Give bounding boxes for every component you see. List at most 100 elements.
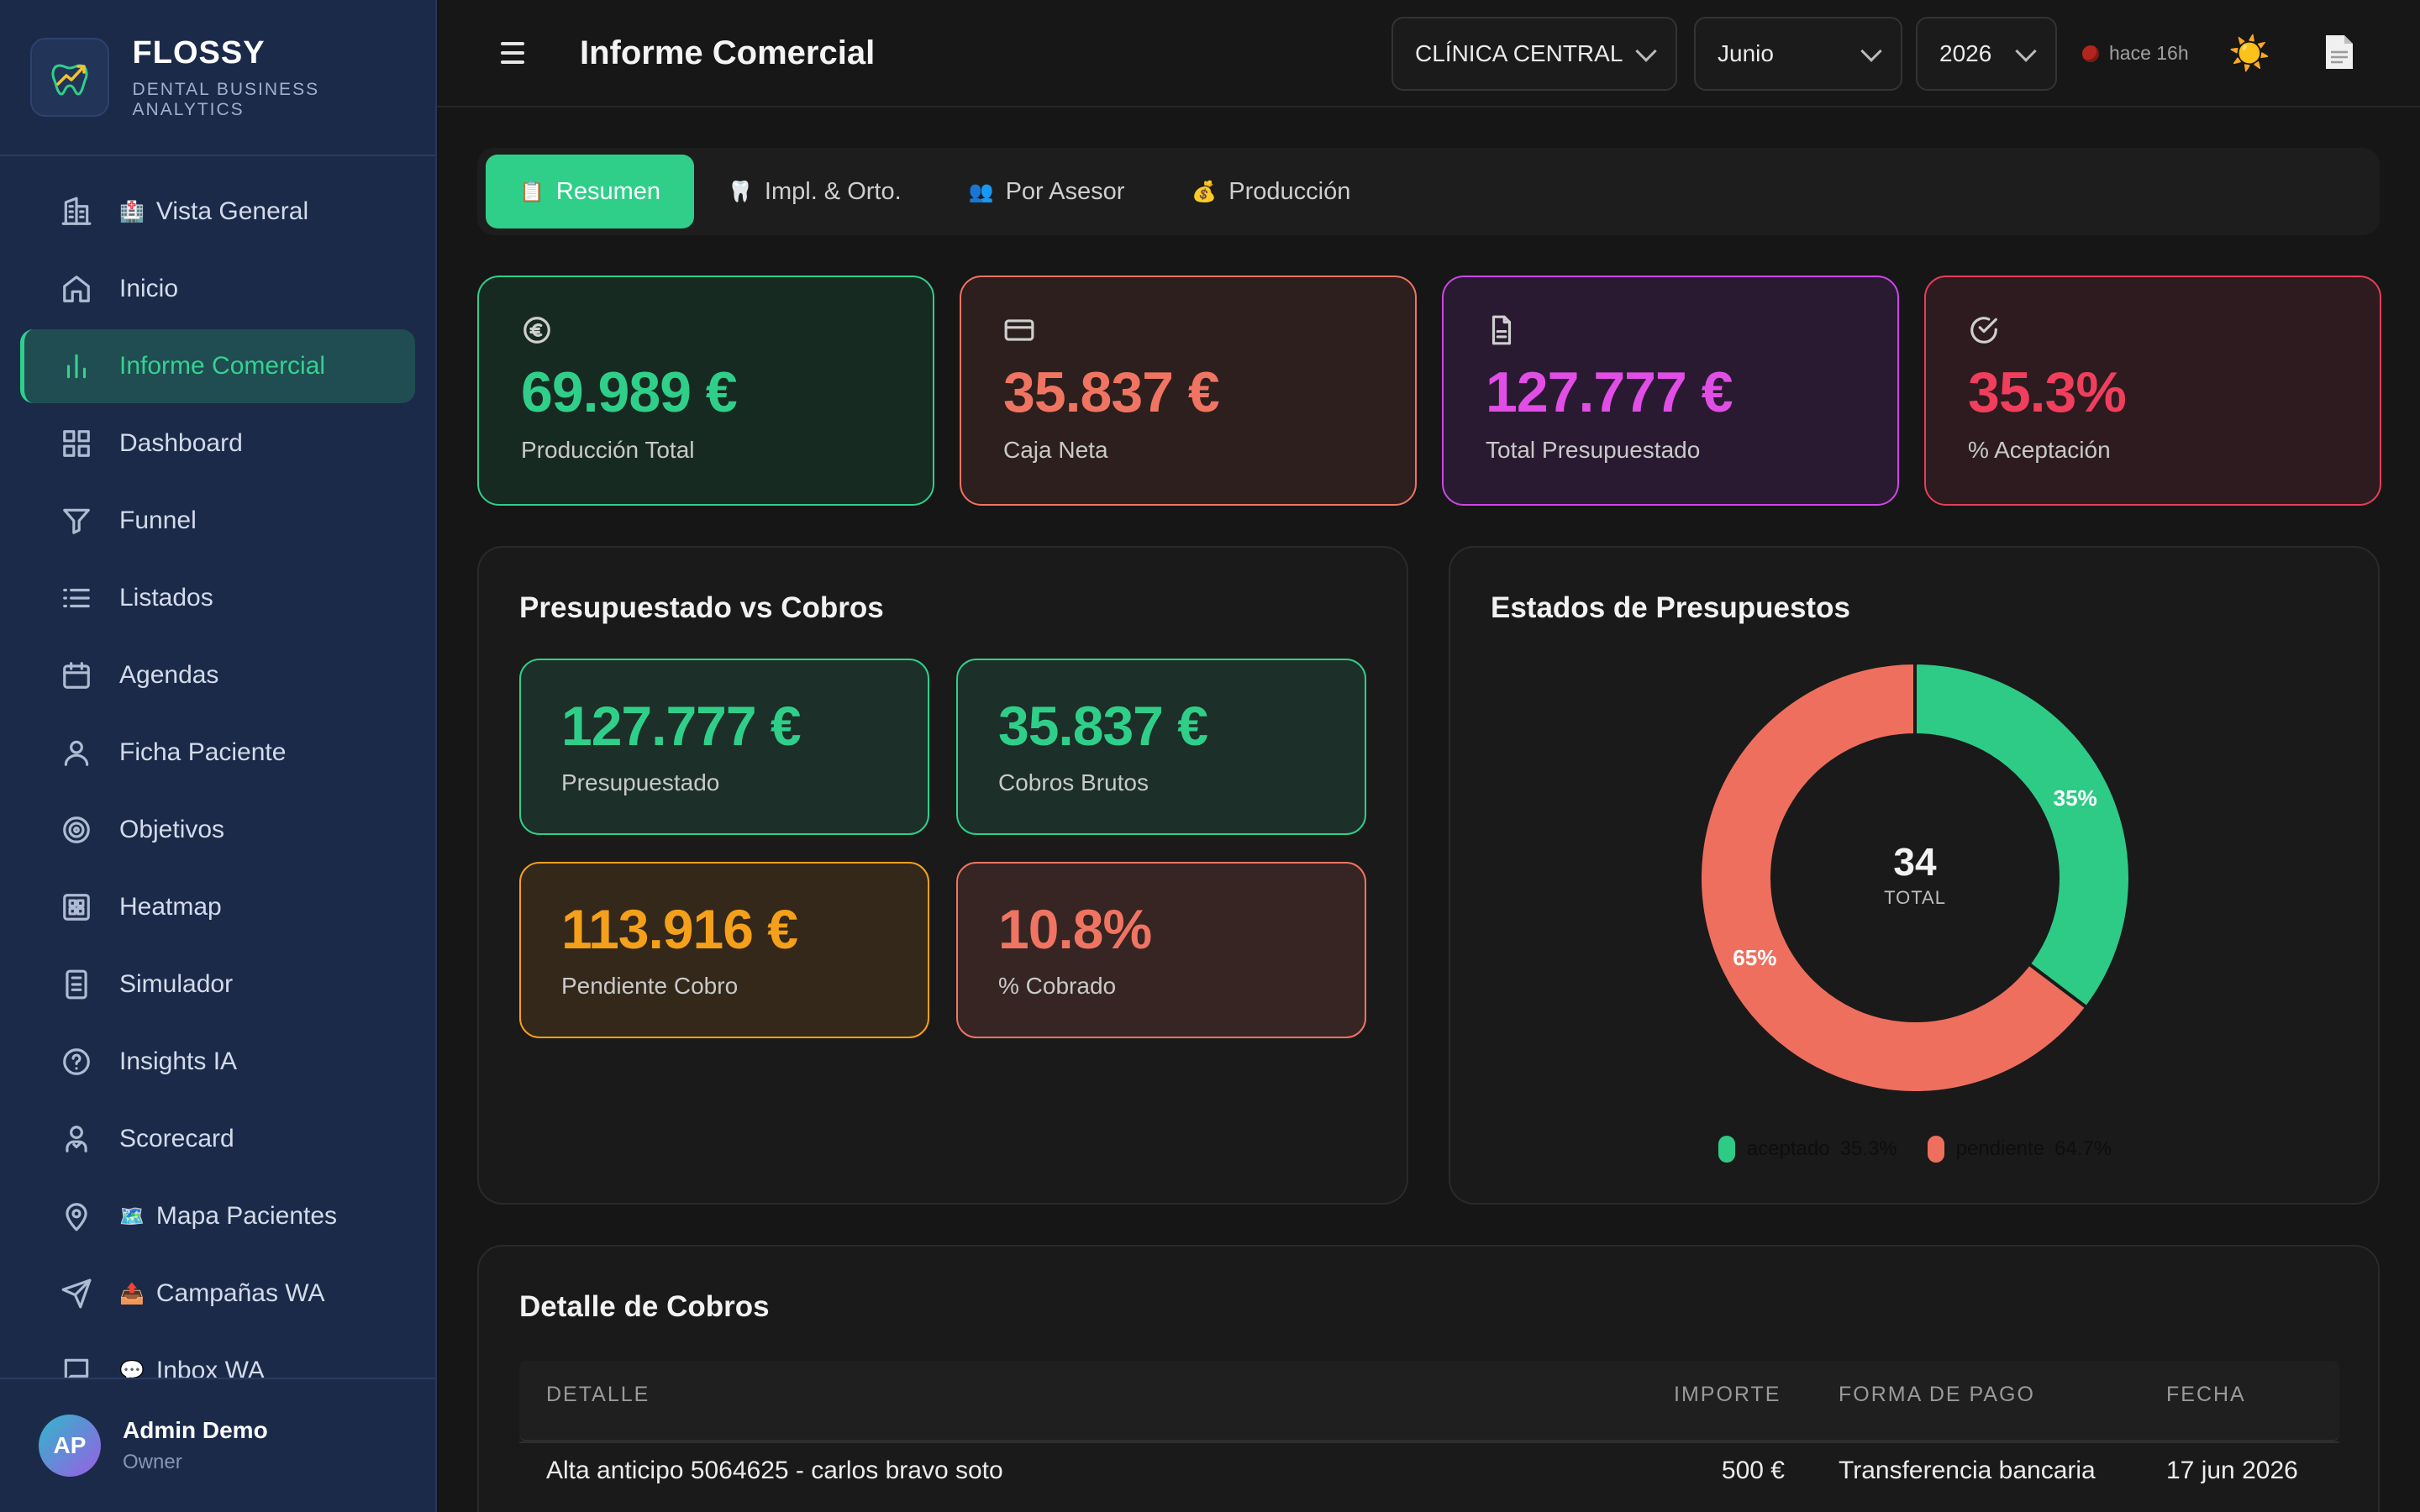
tab-impl-orto[interactable]: 🦷 Impl. & Orto.	[694, 155, 935, 228]
chevron-down-icon	[1860, 40, 1882, 62]
donut-slice-aceptado[interactable]	[1913, 660, 2132, 1011]
sidebar-item-funnel[interactable]: Funnel	[20, 484, 415, 558]
check-circle-icon	[1968, 314, 2000, 346]
status-dot-icon	[2082, 45, 2099, 62]
sidebar-item-label: Vista General	[155, 197, 309, 225]
user-profile[interactable]: AP Admin Demo Owner	[0, 1378, 435, 1512]
sidebar: FLOSSY DENTAL BUSINESS ANALYTICS 🏥 Vista…	[0, 0, 437, 1512]
tab-por-asesor[interactable]: 👥 Por Asesor	[935, 155, 1159, 228]
sidebar-item-inicio[interactable]: Inicio	[20, 252, 415, 326]
sun-theme-toggle-icon[interactable]: ☀️	[2228, 35, 2270, 72]
sidebar-item-campanas-wa[interactable]: 📤 Campañas WA	[20, 1257, 415, 1331]
sidebar-item-scorecard[interactable]: Scorecard	[20, 1102, 415, 1176]
kpi-card-caja-neta: 35.837 € Caja Neta	[960, 276, 1417, 506]
year-select[interactable]: 2026	[1916, 17, 2057, 91]
sidebar-item-label: Scorecard	[119, 1125, 234, 1152]
donut-slice-label-pendiente: 65%	[1733, 945, 1776, 970]
hamburger-menu-icon[interactable]	[501, 42, 534, 64]
budget-card-value: 10.8%	[998, 898, 1152, 960]
column-header-forma-pago[interactable]: FORMA DE PAGO	[1839, 1383, 2035, 1406]
column-header-detalle[interactable]: DETALLE	[546, 1383, 650, 1406]
table-cell-detail: Alta anticipo 5064625 - carlos bravo sot…	[546, 1457, 1003, 1484]
sync-status: hace 16h	[2082, 42, 2189, 65]
month-select[interactable]: Junio	[1694, 17, 1902, 91]
sidebar-item-label: Insights IA	[119, 1047, 238, 1075]
sidebar-item-informe-comercial[interactable]: Informe Comercial	[20, 329, 415, 403]
sidebar-item-vista-general[interactable]: 🏥 Vista General	[20, 175, 415, 249]
sidebar-item-objetivos[interactable]: Objetivos	[20, 793, 415, 867]
tab-produccion[interactable]: 💰 Producción	[1158, 155, 1384, 228]
tab-label: Resumen	[555, 177, 661, 205]
outbox-emoji-icon: 📤	[119, 1282, 145, 1305]
donut-chart: 35% 65% 34 TOTAL	[1698, 660, 2132, 1095]
year-select-value: 2026	[1939, 40, 1992, 66]
column-header-importe[interactable]: IMPORTE	[1674, 1383, 1781, 1406]
tooth-icon: 🦷	[728, 180, 753, 203]
home-icon	[59, 271, 94, 307]
user-role: Owner	[123, 1451, 182, 1473]
budget-card-cobrado: 10.8% % Cobrado	[956, 862, 1366, 1038]
kpi-card-aceptacion: 35.3% % Aceptación	[1924, 276, 2381, 506]
legend-swatch	[1718, 1136, 1735, 1163]
table-header-row	[519, 1361, 2339, 1441]
payments-detail-panel: Detalle de Cobros	[477, 1245, 2380, 1512]
table-cell-date: 17 jun 2026	[2166, 1457, 2298, 1484]
calendar-icon	[59, 658, 94, 693]
sidebar-item-heatmap[interactable]: Heatmap	[20, 870, 415, 944]
legend-item-aceptado[interactable]: aceptado 35.3%	[1718, 1136, 1897, 1163]
clipboard-icon: 📋	[519, 180, 544, 203]
credit-card-icon	[1003, 314, 1035, 346]
kpi-label: Total Presupuestado	[1486, 437, 1701, 463]
user-name: Admin Demo	[123, 1417, 268, 1443]
legend-label: aceptado	[1746, 1137, 1830, 1160]
funnel-icon	[59, 503, 94, 538]
legend-item-pendiente[interactable]: pendiente 64.7%	[1927, 1136, 2112, 1163]
sidebar-item-label: Dashboard	[119, 429, 243, 457]
sidebar-item-dashboard[interactable]: Dashboard	[20, 407, 415, 480]
sync-status-text: hace 16h	[2109, 42, 2189, 64]
sidebar-item-ficha-paciente[interactable]: Ficha Paciente	[20, 716, 415, 790]
send-icon	[59, 1276, 94, 1311]
kpi-value: 35.3%	[1968, 360, 2127, 424]
sidebar-item-mapa-pacientes[interactable]: 🗺️ Mapa Pacientes	[20, 1179, 415, 1253]
map-pin-icon	[59, 1199, 94, 1234]
sidebar-nav: 🏥 Vista General Inicio Informe Comercial…	[0, 156, 435, 1408]
clinic-select[interactable]: CLÍNICA CENTRAL	[1392, 17, 1677, 91]
column-header-fecha[interactable]: FECHA	[2166, 1383, 2246, 1406]
sidebar-item-simulador[interactable]: Simulador	[20, 948, 415, 1021]
sidebar-item-label: Informe Comercial	[119, 352, 326, 380]
sidebar-item-label: Inicio	[119, 275, 179, 302]
tab-resumen[interactable]: 📋 Resumen	[486, 155, 695, 228]
brand: FLOSSY DENTAL BUSINESS ANALYTICS	[0, 0, 435, 156]
file-icon	[1486, 314, 1518, 346]
legend-value: 64.7%	[2054, 1137, 2112, 1160]
sidebar-item-label: Mapa Pacientes	[155, 1202, 338, 1230]
panel-title: Presupuestado vs Cobros	[519, 591, 884, 624]
tab-label: Por Asesor	[1005, 177, 1125, 205]
budget-card-presupuestado: 127.777 € Presupuestado	[519, 659, 929, 835]
donut-slice-pendiente[interactable]	[1698, 660, 2090, 1095]
avatar: AP	[39, 1415, 101, 1477]
heatmap-icon	[59, 890, 94, 925]
chevron-down-icon	[1635, 40, 1657, 62]
kpi-card-produccion: 69.989 € Producción Total	[477, 276, 934, 506]
sidebar-item-agendas[interactable]: Agendas	[20, 638, 415, 712]
tab-label: Producción	[1228, 177, 1351, 205]
hospital-emoji-icon: 🏥	[119, 200, 145, 223]
clinic-select-value: CLÍNICA CENTRAL	[1415, 40, 1623, 66]
budget-card-label: % Cobrado	[998, 973, 1117, 999]
user-icon	[59, 735, 94, 770]
legend-swatch	[1927, 1136, 1944, 1163]
budget-states-panel: Estados de Presupuestos 35% 65% 34 TOTAL …	[1449, 546, 2380, 1205]
calculator-icon	[59, 967, 94, 1002]
donut-slice-label-aceptado: 35%	[2054, 785, 2097, 811]
budget-vs-payments-panel: Presupuestado vs Cobros 127.777 € Presup…	[477, 546, 1408, 1205]
sidebar-item-listados[interactable]: Listados	[20, 561, 415, 635]
sidebar-item-label: Campañas WA	[155, 1279, 325, 1307]
sidebar-item-label: Listados	[119, 584, 213, 612]
kpi-value: 35.837 €	[1003, 360, 1220, 424]
panel-title: Detalle de Cobros	[519, 1290, 770, 1323]
chart-legend: aceptado 35.3% pendiente 64.7%	[1450, 1136, 2380, 1163]
export-document-icon[interactable]	[2323, 34, 2356, 71]
sidebar-item-insights-ia[interactable]: Insights IA	[20, 1025, 415, 1099]
